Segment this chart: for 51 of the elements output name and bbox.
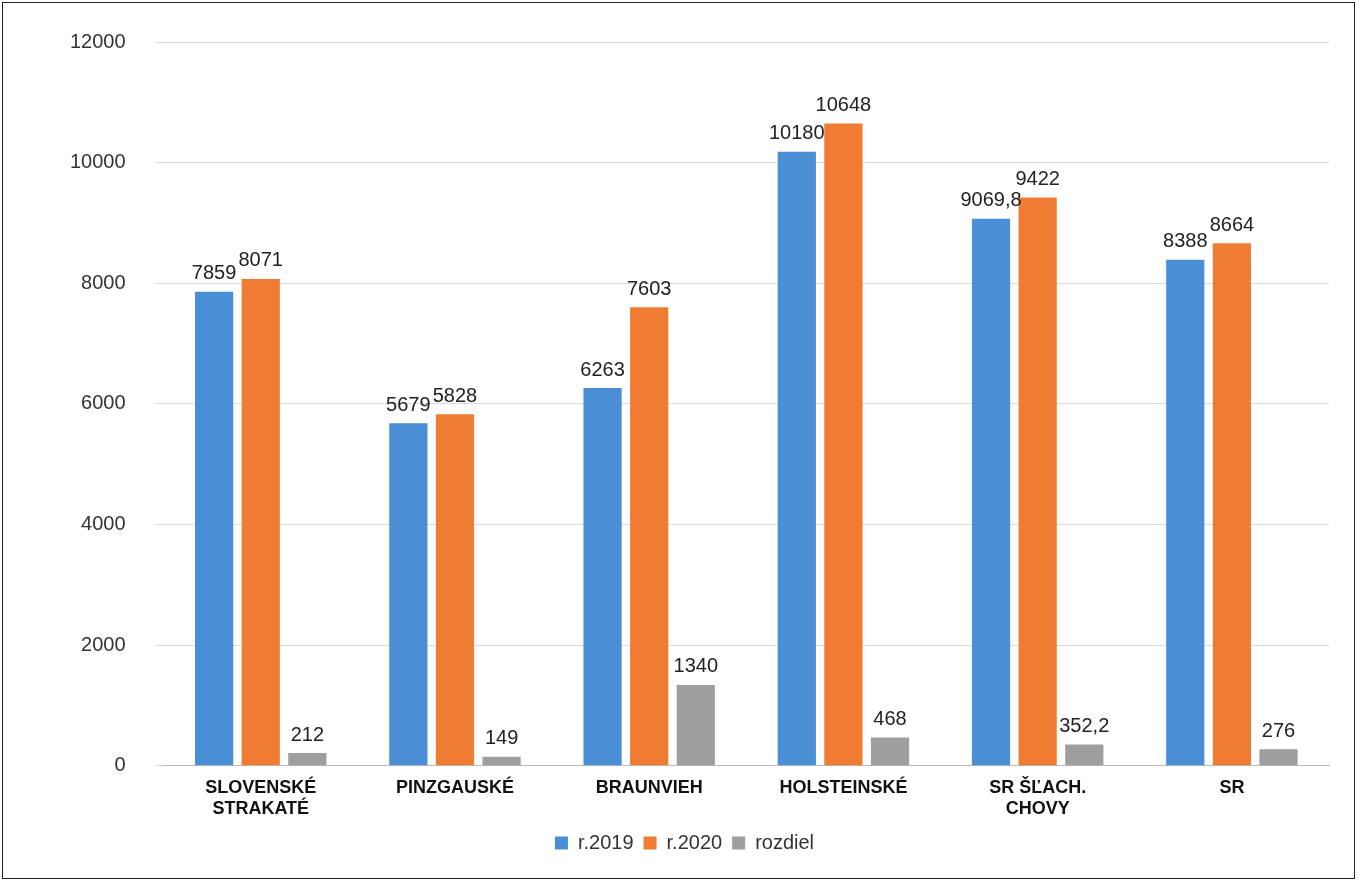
- bar: [676, 684, 715, 766]
- bar: [824, 123, 863, 766]
- data-label: 5828: [432, 383, 478, 406]
- bar: [777, 151, 816, 766]
- data-label: 10648: [815, 93, 872, 116]
- data-label: 276: [1261, 718, 1296, 741]
- y-tick-label: 0: [114, 753, 126, 776]
- bar: [1212, 243, 1251, 766]
- y-tick-label: 10000: [69, 150, 126, 173]
- data-label: 8664: [1209, 212, 1255, 235]
- y-tick-label: 8000: [81, 270, 126, 293]
- data-label: 9422: [1015, 167, 1060, 190]
- bar: [288, 753, 327, 766]
- data-label: 5679: [386, 392, 431, 415]
- bar: [1259, 749, 1298, 766]
- y-tick-label: 4000: [81, 512, 126, 535]
- data-label: 8388: [1163, 229, 1208, 252]
- data-label: 212: [290, 722, 325, 745]
- legend-label: r.2020: [666, 830, 723, 853]
- bar: [971, 218, 1011, 766]
- bar: [482, 756, 521, 766]
- bar: [583, 388, 622, 766]
- bar: [389, 423, 428, 766]
- bar: [1166, 259, 1205, 766]
- x-tick-label: PINZGAUSKÉ: [395, 775, 514, 797]
- data-label: 10180: [769, 121, 825, 144]
- data-label: 7603: [626, 276, 672, 299]
- bar: [241, 278, 280, 766]
- bar: [1065, 744, 1104, 766]
- bar: [195, 291, 234, 766]
- data-label: 149: [484, 726, 519, 749]
- data-label: 7859: [191, 261, 237, 284]
- x-tick-label: SLOVENSKÉ STRAKATÉ: [205, 775, 317, 819]
- x-tick-label: SR: [1219, 776, 1245, 797]
- bar: [630, 307, 669, 766]
- y-tick-label: 2000: [81, 632, 126, 655]
- bar: [435, 414, 475, 766]
- data-label: 6263: [580, 357, 625, 380]
- x-tick-label: HOLSTEINSKÉ: [779, 775, 908, 797]
- x-tick-label: SR ŠĽACH. CHOVY: [989, 775, 1087, 819]
- y-tick-label: 12000: [69, 29, 126, 52]
- data-label: 1340: [673, 654, 719, 677]
- data-label: 9069,8: [960, 188, 1022, 211]
- data-label: 8071: [238, 248, 283, 271]
- data-label: 352,2: [1059, 714, 1110, 737]
- legend-label: rozdiel: [755, 830, 815, 853]
- bar: [870, 737, 910, 766]
- y-tick-label: 6000: [81, 391, 126, 414]
- data-label: 468: [873, 707, 907, 730]
- x-tick-label: BRAUNVIEH: [595, 776, 703, 797]
- legend-label: r.2019: [577, 830, 634, 853]
